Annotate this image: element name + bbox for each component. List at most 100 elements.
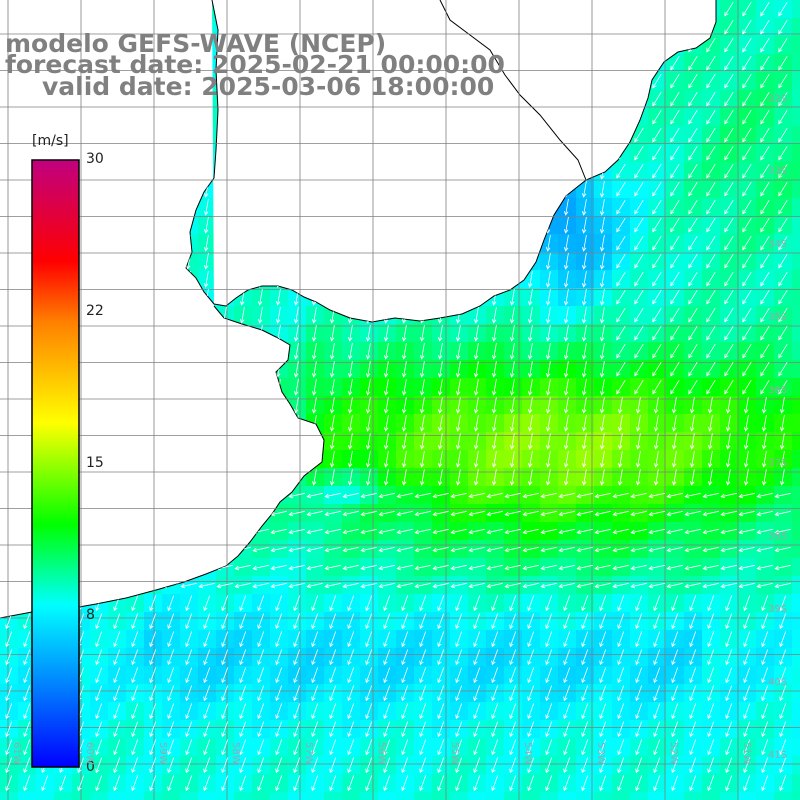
wind-arrow <box>360 582 377 589</box>
wind-arrow <box>545 127 551 144</box>
wind-arrow <box>635 415 641 432</box>
wind-arrow <box>450 510 467 517</box>
wind-arrow <box>216 528 233 535</box>
wind-arrow <box>688 289 698 305</box>
wind-arrow <box>95 343 101 360</box>
wind-arrow <box>131 721 139 738</box>
wind-arrow <box>473 1 479 18</box>
wind-arrow <box>203 163 209 180</box>
field-cell <box>216 270 235 289</box>
field-cell <box>378 252 397 271</box>
field-cell <box>270 486 289 505</box>
wind-arrow <box>724 181 734 197</box>
wind-arrow <box>527 415 533 432</box>
wind-arrow <box>167 109 173 126</box>
lat-label: 34S <box>768 239 788 250</box>
wind-arrow <box>113 1 119 18</box>
wind-arrow <box>473 253 479 270</box>
wind-arrow <box>688 181 698 197</box>
wind-arrow <box>688 217 698 233</box>
field-cell <box>306 288 325 307</box>
wind-arrow <box>599 325 605 342</box>
wind-arrow <box>594 546 611 553</box>
wind-arrow <box>527 667 535 684</box>
wind-arrow <box>95 721 103 738</box>
field-cell <box>108 108 127 127</box>
wind-arrow <box>203 451 209 468</box>
wind-arrow <box>707 469 713 486</box>
wind-arrow <box>419 253 425 270</box>
field-cell <box>792 144 800 163</box>
wind-arrow <box>509 451 515 468</box>
wind-arrow <box>347 415 353 432</box>
wind-arrow <box>185 613 193 630</box>
field-cell <box>792 90 800 109</box>
wind-arrow <box>198 492 215 499</box>
wind-arrow <box>652 325 662 341</box>
wind-arrow <box>653 433 659 450</box>
wind-arrow <box>509 631 517 648</box>
wind-arrow <box>652 343 662 359</box>
field-cell <box>792 684 800 703</box>
wind-arrow <box>599 415 605 432</box>
field-cell <box>288 270 307 289</box>
field-cell <box>162 180 181 199</box>
field-cell <box>108 792 127 800</box>
field-cell <box>288 432 307 451</box>
field-cell <box>0 522 19 541</box>
wind-arrow <box>648 582 665 589</box>
wind-arrow <box>311 379 317 396</box>
wind-arrow <box>563 127 569 144</box>
field-cell <box>540 54 559 73</box>
wind-arrow <box>401 631 409 648</box>
wind-arrow <box>306 492 323 499</box>
wind-arrow <box>329 163 335 180</box>
wind-arrow <box>252 492 269 499</box>
wind-arrow <box>720 492 737 499</box>
wind-arrow <box>149 667 157 684</box>
wind-arrow <box>742 379 752 395</box>
wind-arrow <box>275 685 283 702</box>
wind-arrow <box>522 546 539 553</box>
wind-arrow <box>473 163 479 180</box>
wind-arrow <box>455 271 461 288</box>
wind-arrow <box>563 703 571 720</box>
wind-arrow <box>185 163 191 180</box>
wind-arrow <box>599 595 607 612</box>
field-cell <box>126 504 145 523</box>
field-cell <box>252 234 271 253</box>
field-cell <box>90 558 109 577</box>
wind-arrow <box>257 253 263 270</box>
wind-arrow <box>131 415 137 432</box>
wind-arrow <box>527 217 533 234</box>
wind-arrow <box>706 361 716 377</box>
field-cell <box>18 90 37 109</box>
field-cell <box>630 108 649 127</box>
field-cell <box>198 378 217 397</box>
wind-arrow <box>581 289 587 306</box>
wind-arrow <box>167 343 173 360</box>
wind-arrow <box>180 564 197 571</box>
wind-arrow <box>257 199 263 216</box>
lon-label: 61W <box>11 742 22 765</box>
field-cell <box>540 180 559 199</box>
wind-arrow <box>504 510 521 517</box>
wind-arrow <box>113 217 119 234</box>
wind-arrow <box>126 564 143 571</box>
field-cell <box>144 540 163 559</box>
wind-arrow <box>113 145 119 162</box>
wind-arrow <box>653 685 661 702</box>
wind-arrow <box>738 564 755 571</box>
field-cell <box>792 108 800 127</box>
wind-arrow <box>760 109 770 125</box>
wind-arrow <box>468 510 485 517</box>
wind-arrow <box>180 492 197 499</box>
wind-arrow <box>473 217 479 234</box>
field-cell <box>432 288 451 307</box>
wind-arrow <box>617 667 625 684</box>
wind-arrow <box>221 109 227 126</box>
wind-arrow <box>742 1 752 17</box>
lon-label: 55W <box>449 742 460 765</box>
field-cell <box>360 216 379 235</box>
wind-arrow <box>221 721 229 738</box>
